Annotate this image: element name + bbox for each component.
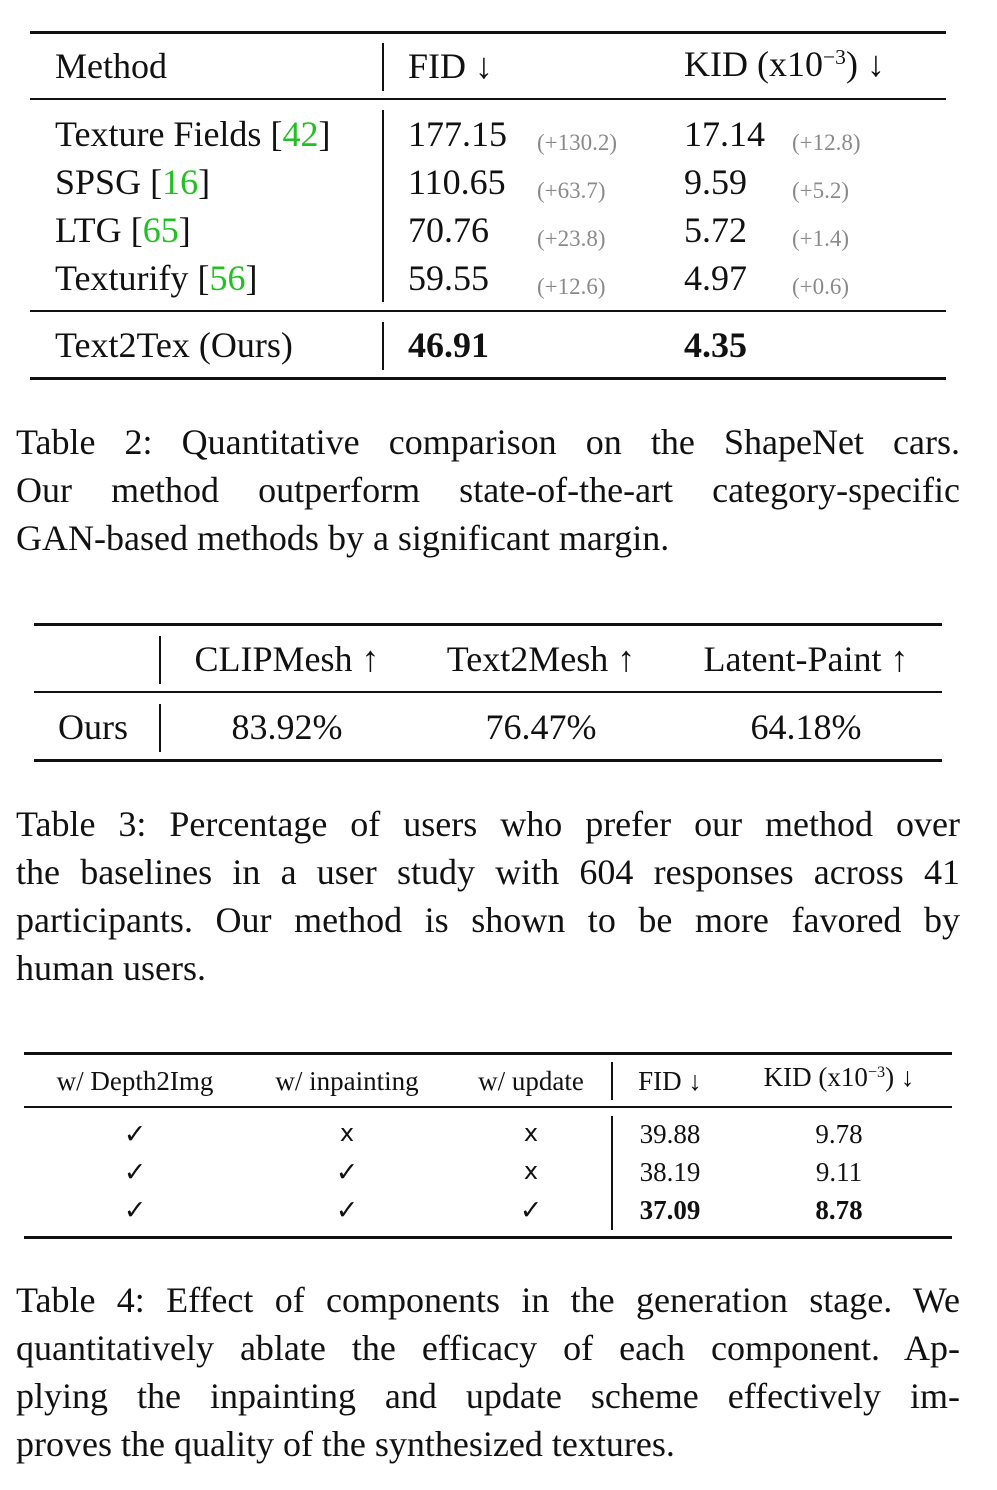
kid-value: 9.78 [815,1119,863,1149]
header-kid: KID (x10−3) ↓ [684,44,885,84]
method-cell: Texture Fields [42] [55,114,331,154]
header-divider [382,43,384,91]
fid-delta: (+12.6) [537,274,606,299]
fid-delta: (+130.2) [537,130,618,155]
depth2img-check-icon: ✓ [123,1157,147,1187]
citation-link[interactable]: 16 [162,162,199,202]
inpainting-cross-icon: x [339,1119,355,1147]
bottom-rule [30,377,946,380]
fid-value: 70.76 [408,210,489,250]
inpainting-check-icon: ✓ [335,1195,359,1225]
top-rule [34,623,942,626]
kid-value: 4.35 [684,325,747,365]
header-update: w/ update [478,1066,584,1096]
table-3-caption: Table 3: Percentage of users who prefer … [16,804,960,988]
fid-value: 177.15 [408,114,507,154]
header-kid: KID (x10−3) ↓ [763,1062,915,1092]
latent-paint-value: 64.18% [750,707,862,747]
header-divider [611,1062,613,1100]
kid-value: 4.97 [684,258,747,298]
kid-delta: (+5.2) [792,178,850,203]
inpainting-check-icon: ✓ [335,1157,359,1187]
kid-value: 17.14 [684,114,765,154]
header-rule [30,98,946,100]
fid-value: 38.19 [639,1157,701,1187]
kid-value: 9.11 [815,1157,863,1187]
fid-value: 39.88 [639,1119,701,1149]
row-label: Ours [58,707,128,747]
header-depth2img: w/ Depth2Img [56,1066,214,1096]
header-fid: FID ↓ [408,46,494,86]
depth2img-check-icon: ✓ [123,1119,147,1149]
method-cell: SPSG [16] [55,162,211,202]
kid-value: 8.78 [815,1195,863,1225]
header-inpainting: w/ inpainting [275,1066,419,1096]
header-rule [24,1106,952,1108]
kid-delta: (+0.6) [792,274,850,299]
header-divider [159,636,161,684]
body-divider [382,110,384,302]
body-divider [611,1116,613,1230]
depth2img-check-icon: ✓ [123,1195,147,1225]
top-rule [30,31,946,34]
clipmesh-value: 83.92% [231,707,343,747]
citation-link[interactable]: 42 [282,114,319,154]
fid-value: 37.09 [639,1195,701,1225]
kid-delta: (+12.8) [792,130,861,155]
citation-link[interactable]: 56 [209,258,246,298]
kid-value: 9.59 [684,162,747,202]
kid-value: 5.72 [684,210,747,250]
method-cell: Text2Tex (Ours) [55,325,293,365]
bottom-rule [24,1236,952,1239]
header-text2mesh: Text2Mesh ↑ [446,639,636,679]
fid-value: 46.91 [408,325,489,365]
fid-delta: (+63.7) [537,178,606,203]
kid-delta: (+1.4) [792,226,850,251]
table-2-caption: Table 2: Quantitative comparison on the … [16,422,960,558]
fid-value: 59.55 [408,258,489,298]
header-clipmesh: CLIPMesh ↑ [194,639,380,679]
method-cell: Texturify [56] [55,258,258,298]
update-check-icon: ✓ [519,1195,543,1225]
method-cell: LTG [65] [55,210,191,250]
top-rule [24,1052,952,1055]
update-cross-icon: x [523,1119,539,1147]
header-latent-paint: Latent-Paint ↑ [703,639,909,679]
fid-value: 110.65 [408,162,506,202]
header-fid: FID ↓ [638,1066,702,1096]
header-method: Method [55,46,167,86]
header-rule [34,691,942,693]
update-cross-icon: x [523,1157,539,1185]
ours-divider [382,322,384,370]
fid-delta: (+23.8) [537,226,606,251]
citation-link[interactable]: 65 [142,210,179,250]
bottom-rule [34,759,942,762]
row-divider [159,704,161,752]
mid-rule [30,310,946,312]
table-4-caption: Table 4: Effect of components in the gen… [16,1280,960,1464]
text2mesh-value: 76.47% [485,707,597,747]
